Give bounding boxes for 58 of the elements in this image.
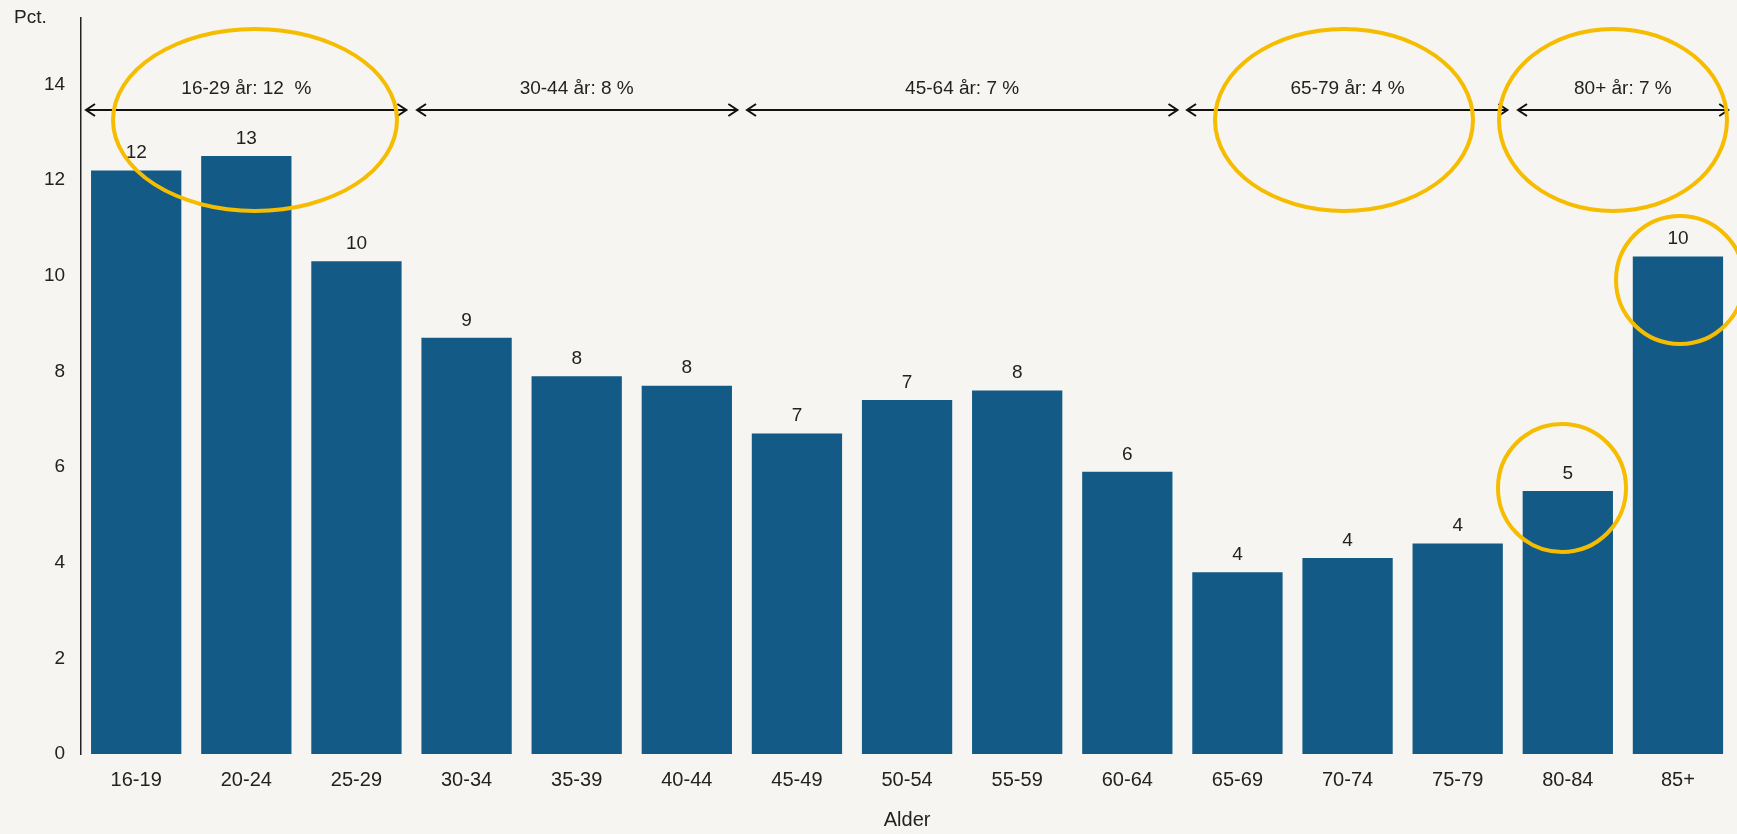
x-tick-label: 70-74	[1321, 767, 1374, 790]
annotation: 45-64 år: 7 %	[905, 77, 1020, 99]
y-tick-label: 0	[54, 742, 66, 764]
x-tick-label: 80-84	[1542, 767, 1594, 790]
data-label: 8	[681, 356, 693, 378]
data-label: 12	[125, 141, 147, 163]
data-label: 7	[791, 404, 803, 426]
x-tick-label: 16-19	[110, 767, 162, 790]
x-tick-label: 25-29	[330, 767, 383, 790]
x-tick-label: 30-34	[440, 767, 493, 790]
x-tick-label: 35-39	[551, 767, 603, 790]
data-label: 10	[1667, 227, 1689, 249]
bar	[641, 385, 732, 754]
data-label: 10	[345, 232, 368, 254]
data-label: 6	[1122, 442, 1133, 464]
x-tick-label: 20-24	[220, 767, 272, 790]
bar	[1082, 471, 1173, 754]
bar	[91, 170, 182, 754]
bar	[751, 433, 843, 754]
x-tick-label: 65-69	[1211, 767, 1264, 790]
x-tick-label: 50-54	[881, 767, 933, 790]
x-tick-label: 75-79	[1432, 767, 1484, 790]
data-label: 4	[1452, 514, 1464, 536]
data-label: 9	[461, 308, 472, 330]
bar	[1412, 543, 1503, 754]
data-label: 7	[901, 370, 913, 392]
x-tick-label: 45-49	[771, 767, 823, 790]
x-tick-label: 60-64	[1101, 767, 1153, 790]
y-tick-label: 2	[54, 646, 66, 668]
data-label: 13	[235, 126, 257, 148]
annotation: 16-29 år: 12 %	[181, 77, 312, 99]
y-tick-label: 12	[43, 168, 66, 190]
annotation: 65-79 år: 4 %	[1290, 77, 1405, 99]
x-tick-label: 55-59	[991, 767, 1043, 790]
bar	[531, 376, 622, 754]
y-axis-title: Pct.	[14, 5, 47, 27]
data-label: 5	[1562, 461, 1574, 483]
bar	[201, 156, 292, 754]
y-tick-label: 4	[54, 550, 66, 572]
annotation: 80+ år: 7 %	[1574, 77, 1672, 99]
bar	[1302, 557, 1393, 754]
data-label: 4	[1342, 528, 1354, 550]
data-label: 8	[1011, 361, 1023, 383]
y-tick-label: 6	[54, 455, 66, 477]
annotation: 30-44 år: 8 %	[519, 77, 634, 99]
y-tick-label: 14	[43, 72, 66, 94]
y-tick-label: 10	[43, 263, 66, 285]
y-tick-label: 8	[54, 359, 66, 381]
bar	[861, 400, 953, 754]
x-tick-label: 40-44	[661, 767, 713, 790]
bar	[1192, 572, 1283, 754]
data-label: 4	[1232, 542, 1244, 564]
bar	[421, 337, 512, 754]
bar	[972, 390, 1063, 754]
x-axis-title: Alder	[883, 807, 931, 830]
data-label: 8	[571, 346, 582, 368]
x-tick-label: 85+	[1660, 767, 1695, 790]
bar	[311, 261, 402, 754]
